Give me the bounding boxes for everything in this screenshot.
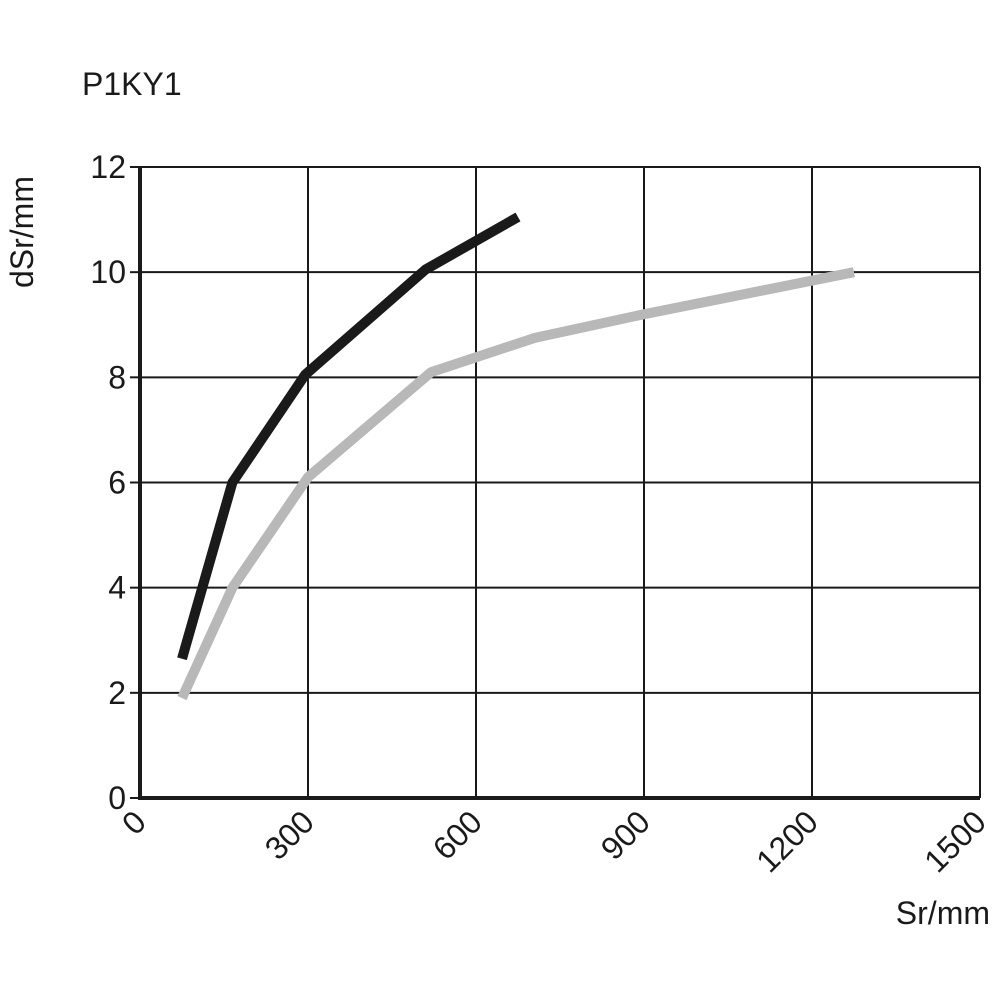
y-tick-label: 8	[108, 359, 126, 395]
y-tick-label: 4	[108, 570, 126, 606]
y-tick-label: 0	[108, 780, 126, 816]
y-axis-label: dSr/mm	[4, 176, 40, 288]
axes	[130, 166, 980, 800]
chart-title: P1KY1	[82, 66, 182, 102]
x-tick-label: 1200	[749, 803, 825, 879]
y-tick-label: 12	[90, 149, 126, 185]
x-tick-label: 0	[115, 803, 153, 841]
series-line-1	[177, 212, 521, 661]
x-tick-label: 300	[258, 803, 321, 866]
y-tick-label: 10	[90, 254, 126, 290]
data-series	[177, 212, 855, 701]
y-tick-label: 2	[108, 675, 126, 711]
x-tick-label: 900	[594, 803, 657, 866]
x-tick-label: 600	[426, 803, 489, 866]
y-tick-label: 6	[108, 465, 126, 501]
grid-lines	[139, 166, 981, 799]
series-line-2	[177, 267, 855, 701]
x-tick-label: 1500	[917, 803, 993, 879]
x-axis-label: Sr/mm	[896, 895, 990, 931]
